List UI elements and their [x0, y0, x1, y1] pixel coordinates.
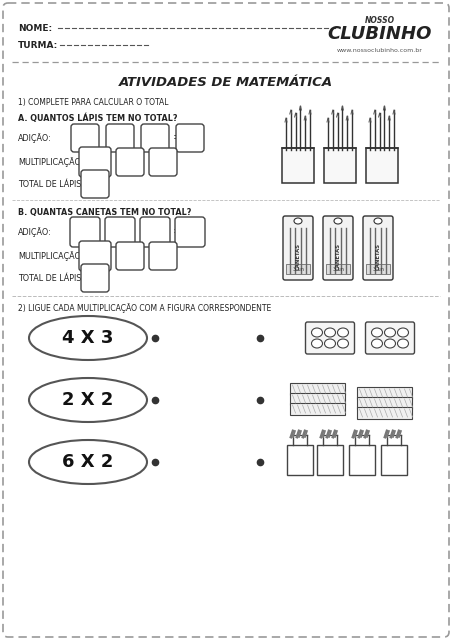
FancyBboxPatch shape — [322, 216, 352, 280]
Text: 4 X 3: 4 X 3 — [62, 329, 114, 347]
Ellipse shape — [311, 328, 322, 337]
Ellipse shape — [324, 339, 335, 348]
FancyBboxPatch shape — [140, 217, 170, 247]
Text: NOSSO: NOSSO — [364, 15, 394, 24]
FancyBboxPatch shape — [141, 124, 169, 152]
Text: CLUBINHO: CLUBINHO — [327, 25, 431, 43]
FancyBboxPatch shape — [175, 217, 205, 247]
FancyBboxPatch shape — [357, 387, 412, 399]
Text: =: = — [173, 131, 183, 145]
Text: MULTIPLICAÇÃO:: MULTIPLICAÇÃO: — [18, 157, 83, 167]
Text: ATIVIDADES DE MATEMÁTICA: ATIVIDADES DE MATEMÁTICA — [119, 76, 332, 88]
FancyBboxPatch shape — [290, 393, 345, 405]
FancyBboxPatch shape — [365, 148, 397, 183]
Text: 6 X 2: 6 X 2 — [62, 453, 114, 471]
Ellipse shape — [333, 218, 341, 224]
Text: =: = — [147, 250, 158, 262]
FancyBboxPatch shape — [149, 148, 177, 176]
FancyBboxPatch shape — [357, 407, 412, 419]
Text: 2 X 2: 2 X 2 — [62, 391, 114, 409]
Text: =: = — [173, 225, 183, 239]
Ellipse shape — [396, 339, 408, 348]
Text: TOTAL DE LÁPIS:: TOTAL DE LÁPIS: — [18, 273, 84, 282]
Ellipse shape — [371, 328, 382, 337]
Ellipse shape — [396, 328, 408, 337]
Text: 3 un: 3 un — [292, 266, 303, 271]
Text: CANETAS: CANETAS — [375, 243, 380, 269]
FancyBboxPatch shape — [348, 445, 374, 475]
Ellipse shape — [29, 316, 147, 360]
Ellipse shape — [337, 328, 348, 337]
FancyBboxPatch shape — [365, 264, 389, 274]
Text: CANETAS: CANETAS — [335, 243, 340, 269]
Text: 2) LIGUE CADA MULTIPLICAÇÃO COM A FIGURA CORRESPONDENTE: 2) LIGUE CADA MULTIPLICAÇÃO COM A FIGURA… — [18, 303, 271, 313]
FancyBboxPatch shape — [79, 241, 111, 271]
Text: ADIÇÃO:: ADIÇÃO: — [18, 133, 51, 143]
Text: +: + — [105, 131, 115, 145]
FancyBboxPatch shape — [380, 445, 406, 475]
Ellipse shape — [384, 328, 395, 337]
Text: NOME:: NOME: — [18, 24, 52, 33]
FancyBboxPatch shape — [70, 217, 100, 247]
FancyBboxPatch shape — [175, 124, 203, 152]
Ellipse shape — [29, 440, 147, 484]
Ellipse shape — [373, 218, 381, 224]
Text: 3 un: 3 un — [332, 266, 343, 271]
FancyBboxPatch shape — [3, 3, 448, 637]
Text: +: + — [105, 225, 115, 239]
FancyBboxPatch shape — [116, 242, 144, 270]
Text: =: = — [147, 156, 158, 168]
Text: MULTIPLICAÇÃO:: MULTIPLICAÇÃO: — [18, 251, 83, 261]
Text: ADIÇÃO:: ADIÇÃO: — [18, 227, 51, 237]
FancyBboxPatch shape — [357, 397, 412, 409]
FancyBboxPatch shape — [71, 124, 99, 152]
FancyBboxPatch shape — [81, 170, 109, 198]
Text: 1) COMPLETE PARA CALCULAR O TOTAL: 1) COMPLETE PARA CALCULAR O TOTAL — [18, 97, 168, 106]
FancyBboxPatch shape — [323, 148, 355, 183]
Text: A. QUANTOS LÁPIS TEM NO TOTAL?: A. QUANTOS LÁPIS TEM NO TOTAL? — [18, 113, 177, 123]
FancyBboxPatch shape — [362, 216, 392, 280]
FancyBboxPatch shape — [305, 322, 354, 354]
FancyBboxPatch shape — [149, 242, 177, 270]
Ellipse shape — [29, 378, 147, 422]
Text: TURMA:: TURMA: — [18, 40, 58, 49]
FancyBboxPatch shape — [81, 264, 109, 292]
Text: +: + — [140, 131, 150, 145]
Text: TOTAL DE LÁPIS:: TOTAL DE LÁPIS: — [18, 179, 84, 189]
FancyBboxPatch shape — [116, 148, 144, 176]
FancyBboxPatch shape — [106, 124, 133, 152]
FancyBboxPatch shape — [286, 445, 312, 475]
Text: x: x — [116, 250, 124, 262]
FancyBboxPatch shape — [105, 217, 135, 247]
Ellipse shape — [311, 339, 322, 348]
Ellipse shape — [371, 339, 382, 348]
Ellipse shape — [337, 339, 348, 348]
FancyBboxPatch shape — [290, 403, 345, 415]
FancyBboxPatch shape — [79, 147, 111, 177]
FancyBboxPatch shape — [281, 148, 313, 183]
Text: 3 un: 3 un — [372, 266, 382, 271]
Text: CANETAS: CANETAS — [295, 243, 300, 269]
Text: B. QUANTAS CANETAS TEM NO TOTAL?: B. QUANTAS CANETAS TEM NO TOTAL? — [18, 207, 191, 216]
Ellipse shape — [324, 328, 335, 337]
FancyBboxPatch shape — [316, 445, 342, 475]
FancyBboxPatch shape — [282, 216, 312, 280]
Ellipse shape — [384, 339, 395, 348]
Text: www.nossoclubinho.com.br: www.nossoclubinho.com.br — [336, 47, 422, 52]
FancyBboxPatch shape — [285, 264, 309, 274]
Text: +: + — [140, 225, 150, 239]
FancyBboxPatch shape — [290, 383, 345, 395]
FancyBboxPatch shape — [325, 264, 349, 274]
Text: x: x — [116, 156, 124, 168]
FancyBboxPatch shape — [365, 322, 414, 354]
Ellipse shape — [293, 218, 301, 224]
